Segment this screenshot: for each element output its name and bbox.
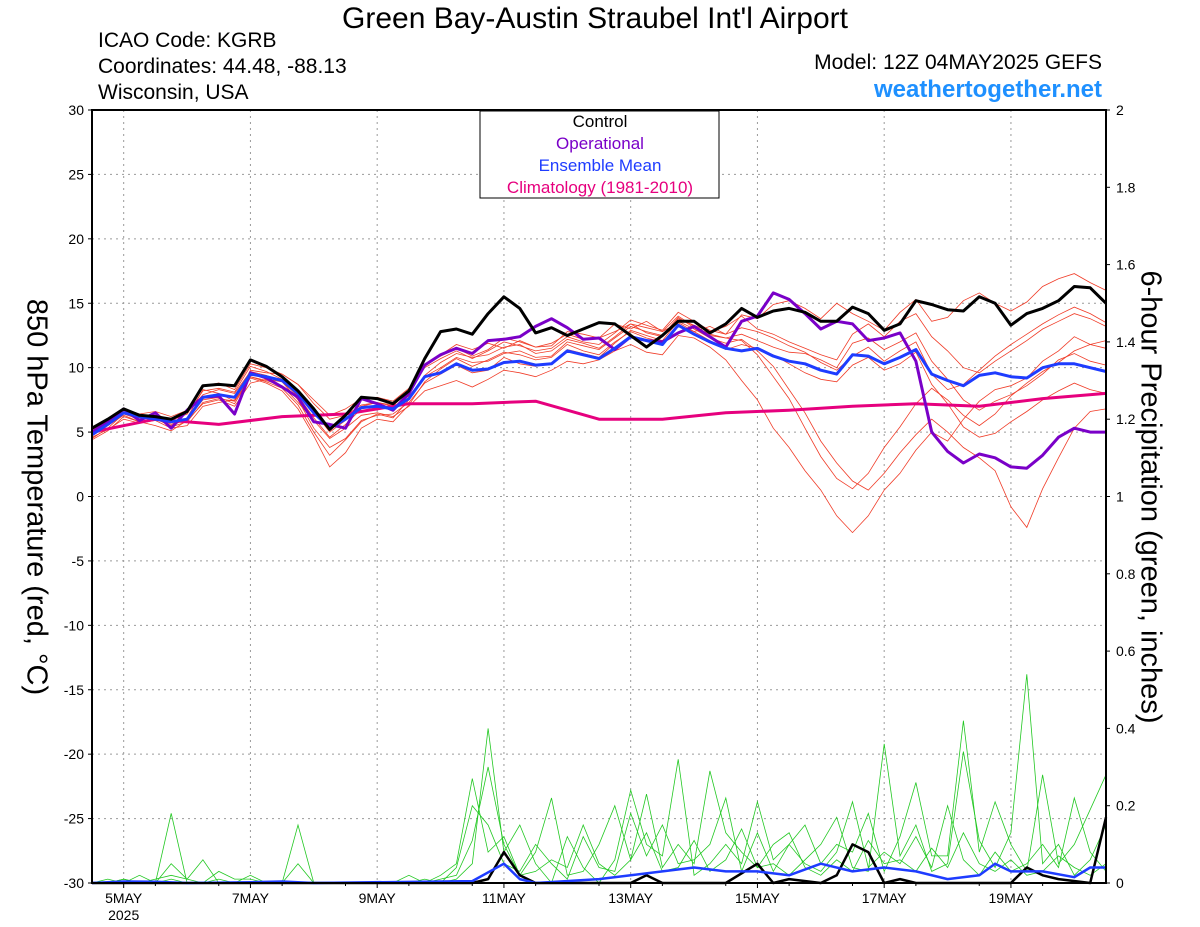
y2-tick-label: 0.2: [1116, 798, 1136, 814]
control-precip-line: [92, 817, 1108, 885]
y2-tick-label: 1.4: [1116, 334, 1136, 350]
x-tick-label: 15MAY: [735, 890, 781, 906]
x-tick-label: 19MAY: [989, 890, 1035, 906]
y2-tick-label: 0.8: [1116, 566, 1136, 582]
chart-title: Green Bay-Austin Straubel Int'l Airport: [342, 2, 848, 35]
temp-member-line: [91, 273, 1107, 436]
precip-member-line: [92, 720, 1107, 884]
legend: Control Operational Ensemble Mean Climatolo…: [479, 110, 720, 199]
ensemble-mean-line: [91, 323, 1107, 436]
y2-tick-label: 1.8: [1116, 179, 1136, 195]
legend-entry: Ensemble Mean: [539, 156, 662, 175]
y2-tick-label: 0.4: [1116, 720, 1136, 736]
model-run: Model: 12Z 04MAY2025 GEFS: [814, 51, 1102, 74]
x-tick-label: 7MAY: [232, 890, 270, 906]
precip-member-line: [91, 796, 1107, 884]
temp-member-line: [91, 320, 1107, 529]
main-series: [91, 285, 1108, 885]
temp-member-line: [91, 315, 1107, 490]
y2-tick-label: 0.6: [1116, 643, 1136, 659]
y2-tick-label: 0: [1116, 875, 1124, 891]
control-line: [91, 285, 1108, 431]
y-tick-label: -30: [64, 875, 84, 891]
y2-tick-label: 1.2: [1116, 411, 1136, 427]
temperature-members: [91, 273, 1107, 534]
region: Wisconsin, USA: [98, 81, 249, 104]
y2-tick-label: 1.6: [1116, 257, 1136, 273]
y-tick-label: 20: [68, 231, 84, 247]
plot-frame: [91, 109, 1107, 884]
temp-member-line: [91, 335, 1107, 534]
y2-tick-label: 2: [1116, 102, 1124, 118]
icao-code: ICAO Code: KGRB: [98, 29, 277, 52]
y-tick-label: 15: [68, 295, 84, 311]
axis-ticks: 302520151050-5-10-15-20-25-3021.81.61.41…: [64, 102, 1136, 923]
grid-lines: [92, 110, 1106, 883]
legend-entry: Control: [573, 112, 628, 131]
y-tick-label: 30: [68, 102, 84, 118]
x-tick-label: 11MAY: [482, 890, 526, 906]
y-tick-label: 0: [76, 489, 84, 505]
x-tick-label: 13MAY: [608, 890, 654, 906]
x-tick-label: 17MAY: [862, 890, 908, 906]
precip-members: [91, 674, 1107, 884]
site-link[interactable]: weathertogether.net: [873, 76, 1102, 103]
precip-member-line: [92, 674, 1107, 884]
x-tick-sublabel: 2025: [108, 907, 139, 923]
y-tick-label: -15: [64, 682, 84, 698]
ensemble-mean-precip-line: [91, 862, 1106, 885]
legend-entry: Climatology (1981-2010): [507, 178, 693, 197]
y-tick-label: 25: [68, 166, 84, 182]
temp-member-line: [91, 306, 1107, 433]
y-tick-label: 10: [68, 360, 84, 376]
y-tick-label: -5: [72, 553, 85, 569]
legend-entry: Operational: [556, 134, 644, 153]
temp-member-line: [91, 316, 1107, 438]
coordinates: Coordinates: 44.48, -88.13: [98, 55, 347, 78]
y2-tick-label: 1: [1116, 489, 1124, 505]
x-tick-label: 9MAY: [359, 890, 397, 906]
y-tick-label: -20: [64, 746, 84, 762]
temp-member-line: [91, 324, 1107, 468]
x-tick-label: 5MAY: [105, 890, 143, 906]
y-tick-label: 5: [76, 424, 84, 440]
y-tick-label: -25: [64, 811, 84, 827]
climatology-1981-2010-line: [91, 391, 1107, 434]
legend-box: [479, 110, 720, 199]
y-tick-label: -10: [64, 617, 84, 633]
